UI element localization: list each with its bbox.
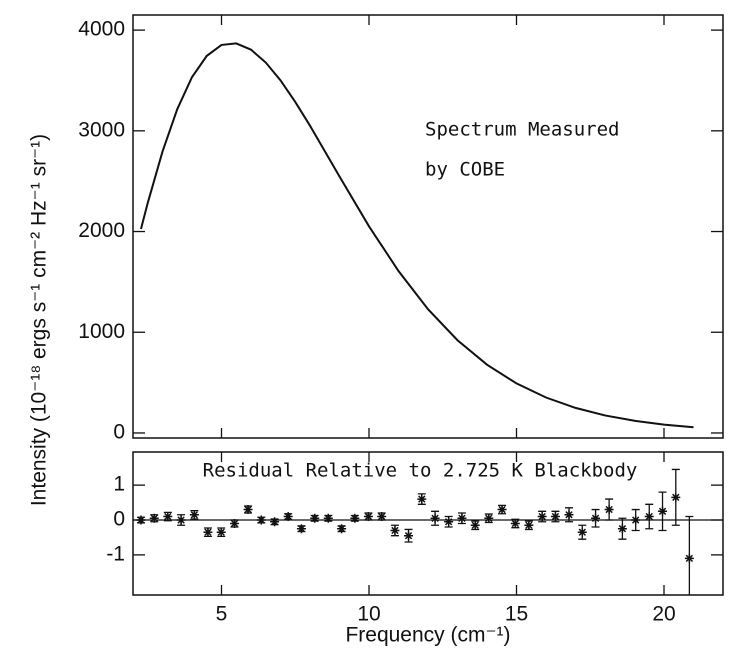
data-point xyxy=(671,492,681,502)
data-point xyxy=(617,524,627,534)
y-tick-label: -1 xyxy=(106,542,125,565)
data-point xyxy=(457,513,467,523)
y-tick-label: 1 xyxy=(113,473,125,496)
bottom-frame xyxy=(132,451,724,596)
x-tick-label: 20 xyxy=(652,603,675,626)
y-tick-label: 1000 xyxy=(78,320,125,343)
data-point xyxy=(631,515,641,525)
data-point xyxy=(684,553,694,563)
data-point xyxy=(337,524,347,534)
y-axis-title: Intensity (10⁻¹⁸ ergs s⁻¹ cm⁻² Hz⁻¹ sr⁻¹… xyxy=(28,134,51,506)
data-point xyxy=(296,524,306,534)
y-tick-label: 2000 xyxy=(78,219,125,242)
data-point xyxy=(430,513,440,523)
panel-title: Residual Relative to 2.725 K Blackbody xyxy=(203,460,638,482)
plot-area xyxy=(140,42,694,429)
annotation: by COBE xyxy=(425,159,505,181)
data-point xyxy=(203,527,213,537)
data-point xyxy=(310,513,320,523)
x-tick-label: 15 xyxy=(505,603,528,626)
data-point xyxy=(136,515,146,525)
data-point xyxy=(444,517,454,527)
y-tick-label: 0 xyxy=(113,421,125,444)
y-tick-label: 4000 xyxy=(78,18,125,41)
y-tick-label: 0 xyxy=(113,508,125,531)
data-point xyxy=(229,519,239,528)
data-point xyxy=(470,520,480,530)
data-point xyxy=(644,512,654,522)
data-point xyxy=(216,527,226,537)
data-point xyxy=(577,527,587,537)
data-point xyxy=(524,520,534,530)
data-point xyxy=(404,531,414,541)
data-point xyxy=(550,512,560,522)
data-point xyxy=(564,510,574,520)
data-point xyxy=(363,512,373,522)
data-point xyxy=(163,512,173,522)
data-point xyxy=(176,515,186,525)
data-point xyxy=(283,512,293,522)
annotation: Spectrum Measured xyxy=(425,119,619,141)
data-point xyxy=(510,519,520,528)
x-tick-label: 5 xyxy=(216,603,228,626)
spectrum-line xyxy=(140,42,694,429)
data-point xyxy=(417,494,427,504)
data-point xyxy=(243,505,253,515)
x-axis-title: Frequency (cm⁻¹) xyxy=(345,624,510,647)
data-point xyxy=(658,506,668,516)
data-point xyxy=(497,505,507,515)
data-point xyxy=(484,513,494,523)
y-tick-label: 3000 xyxy=(78,118,125,141)
data-point xyxy=(390,525,400,535)
data-point xyxy=(323,513,333,523)
data-point xyxy=(189,510,199,520)
data-point xyxy=(256,515,266,525)
plot-area xyxy=(133,468,723,595)
data-point xyxy=(591,513,601,523)
data-point xyxy=(537,512,547,522)
x-tick-label: 10 xyxy=(357,603,380,626)
data-point xyxy=(149,513,159,523)
data-point xyxy=(604,505,614,515)
data-point xyxy=(377,512,387,522)
data-point xyxy=(350,513,360,523)
data-point xyxy=(270,517,280,527)
top-frame xyxy=(132,14,724,439)
